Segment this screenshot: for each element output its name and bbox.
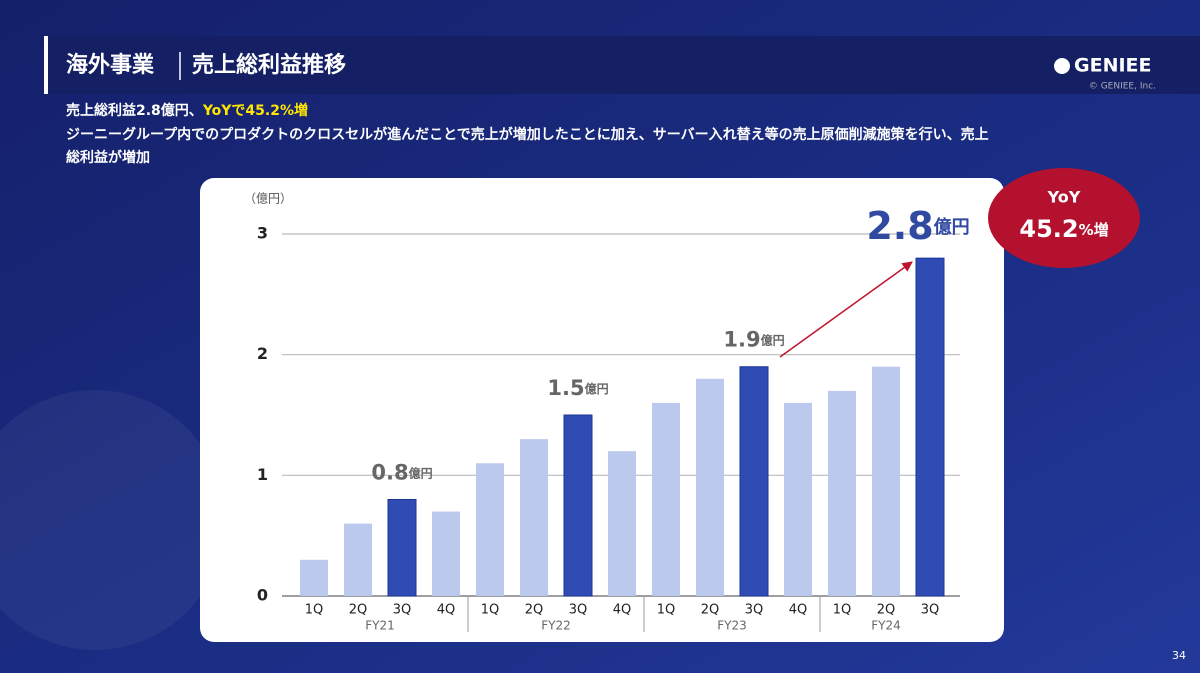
logo-name: GENIEE	[1074, 55, 1152, 77]
bar	[915, 257, 945, 597]
y-tick-label: 1	[257, 465, 268, 484]
x-tick-label: 3Q	[745, 603, 764, 618]
group-label: FY24	[871, 619, 901, 633]
bar	[520, 439, 548, 596]
bar	[872, 366, 900, 596]
x-tick-label: 3Q	[921, 603, 940, 618]
y-unit: （億円）	[244, 192, 292, 206]
x-tick-label: 1Q	[833, 603, 852, 618]
bar	[476, 463, 504, 596]
value-label: 1.5億円	[547, 376, 608, 400]
value-label: 1.9億円	[723, 328, 784, 352]
bar	[300, 559, 328, 596]
x-tick-label: 4Q	[613, 603, 632, 618]
x-tick-label: 1Q	[305, 603, 324, 618]
summary-lead-text: 売上総利益2.8億円、	[66, 102, 203, 119]
bar	[387, 498, 417, 597]
y-tick-label: 3	[257, 224, 268, 243]
y-tick-label: 2	[257, 344, 268, 363]
group-label: FY21	[365, 619, 395, 633]
plot: 0 1 2 3 1Q 2Q 3Q 0.8億円 4Q 1Q 2Q 3Q 1.5億円 4Q 1Q 2Q 3Q 1.9億…	[257, 204, 970, 633]
header-subtitle: 売上総利益推移	[192, 52, 346, 78]
watermark	[0, 390, 225, 650]
group-label: FY22	[541, 619, 571, 633]
summary-highlight: YoYで45.2%増	[202, 102, 308, 119]
x-tick-label: 1Q	[657, 603, 676, 618]
header-accent	[44, 36, 48, 94]
x-tick-label: 2Q	[525, 603, 544, 618]
bar	[563, 414, 593, 597]
bar	[652, 402, 680, 596]
bar	[432, 511, 460, 596]
x-tick-label: 1Q	[481, 603, 500, 618]
page-number: 34	[1172, 649, 1186, 662]
summary-body: 総利益が増加	[66, 149, 150, 166]
x-tick-label: 2Q	[701, 603, 720, 618]
bar	[784, 402, 812, 596]
yoy-value: 45.2%増	[1019, 215, 1108, 243]
summary-body: ジーニーグループ内でのプロダクトのクロスセルが進んだことで売上が増加したことに加…	[66, 126, 989, 143]
bar	[739, 366, 769, 597]
summary-lead: 売上総利益2.8億円、YoYで45.2%増	[66, 102, 308, 119]
yoy-badge	[988, 168, 1140, 268]
group-label: FY23	[717, 619, 747, 633]
logo-copyright: © GENIEE, Inc.	[1089, 82, 1156, 92]
bar	[344, 523, 372, 596]
yoy-label: YoY	[1047, 188, 1081, 207]
bar	[828, 390, 856, 596]
logo-mark	[1054, 58, 1070, 74]
x-tick-label: 2Q	[349, 603, 368, 618]
x-tick-label: 4Q	[437, 603, 456, 618]
x-tick-label: 4Q	[789, 603, 808, 618]
header-band	[44, 36, 1200, 94]
bar	[608, 451, 636, 596]
header-title: 海外事業	[66, 52, 155, 78]
growth-arrow	[779, 261, 913, 358]
x-tick-label: 3Q	[393, 603, 412, 618]
y-tick-label: 0	[257, 586, 268, 605]
x-tick-label: 2Q	[877, 603, 896, 618]
bar	[696, 378, 724, 596]
value-label: 2.8億円	[866, 204, 969, 248]
value-label: 0.8億円	[371, 460, 432, 484]
x-tick-label: 3Q	[569, 603, 588, 618]
